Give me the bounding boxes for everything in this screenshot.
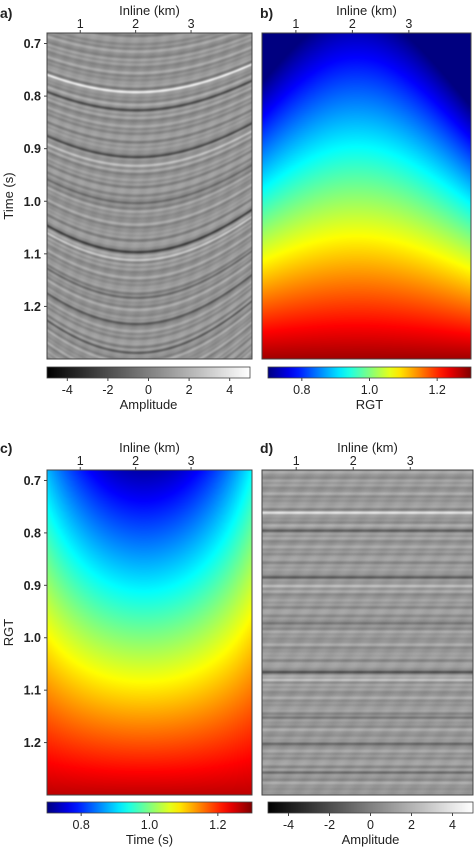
colorbar-tick-label-a-2: 0: [145, 383, 152, 397]
x-tick-label-c-0: 1: [77, 454, 84, 468]
colorbar-tick-label-d-3: 2: [408, 818, 415, 832]
rgt-image-b: [262, 33, 471, 359]
panel-label-a: a): [0, 5, 12, 21]
plot-frame-c: [46, 469, 253, 796]
y-tick-label-a-0: 0.7: [24, 37, 41, 51]
colorbar-tick-label-b-2: 1.2: [428, 383, 445, 397]
y-tick-label-c-2: 0.9: [24, 579, 41, 593]
x-axis-label-a: Inline (km): [119, 3, 180, 18]
y-axis-label-c: RGT: [1, 619, 16, 647]
x-tick-label-d-1: 2: [350, 454, 357, 468]
colorbar-tick-label-a-3: 2: [186, 383, 193, 397]
x-tick-label-b-1: 2: [349, 17, 356, 31]
colorbar-tick-label-c-1: 1.0: [141, 818, 158, 832]
colorbar-c: [46, 801, 253, 814]
colorbar-tick-label-d-2: 0: [367, 818, 374, 832]
y-tick-label-a-1: 0.8: [24, 90, 41, 104]
x-tick-label-d-2: 3: [407, 454, 414, 468]
x-tick-label-a-0: 1: [77, 17, 84, 31]
seismic-image-a: [47, 33, 252, 359]
x-axis-label-d: Inline (km): [337, 440, 398, 455]
colorbar-tick-label-d-4: 4: [449, 818, 456, 832]
colorbar-tick-label-b-1: 1.0: [361, 383, 378, 397]
y-tick-label-c-4: 1.1: [24, 684, 41, 698]
y-tick-label-c-3: 1.0: [24, 631, 41, 645]
panel-label-c: c): [0, 440, 12, 456]
panel-b: b) Inline (km) 1 2 3 0.8 1.0 1.2 RGT: [260, 3, 472, 412]
y-tick-label-c-0: 0.7: [24, 474, 41, 488]
panel-a: a) Inline (km) 1 2 3 0.7 0.8 0.9 1.0 1.1 1.2 Time (…: [0, 3, 253, 412]
x-axis-label-c: Inline (km): [119, 440, 180, 455]
colorbar-a: [46, 366, 251, 379]
panel-d: d) Inline (km) 1 2 3 -4 -2 0 2 4 Amplitude: [260, 440, 474, 847]
colorbar-b: [267, 366, 472, 379]
y-tick-label-a-5: 1.2: [24, 300, 41, 314]
x-tick-label-b-2: 3: [405, 17, 412, 31]
colorbar-tick-label-a-1: -2: [102, 383, 113, 397]
plot-frame-b: [261, 32, 472, 360]
colorbar-tick-label-a-0: -4: [62, 383, 73, 397]
colorbar-tick-label-d-1: -2: [324, 818, 335, 832]
time-image-c: [47, 470, 252, 795]
seismic-image-d: [262, 470, 473, 795]
y-tick-label-a-2: 0.9: [24, 142, 41, 156]
y-tick-label-a-3: 1.0: [24, 195, 41, 209]
plot-frame-d: [261, 469, 474, 796]
y-tick-label-c-1: 0.8: [24, 526, 41, 540]
colorbar-tick-label-a-4: 4: [226, 383, 233, 397]
colorbar-tick-label-c-0: 0.8: [72, 818, 89, 832]
x-axis-label-b: Inline (km): [336, 3, 397, 18]
colorbar-label-d: Amplitude: [342, 832, 400, 847]
panel-label-d: d): [260, 440, 273, 456]
x-tick-label-a-2: 3: [188, 17, 195, 31]
colorbar-label-c: Time (s): [126, 832, 173, 847]
y-tick-label-a-4: 1.1: [24, 247, 41, 261]
panel-c: c) Inline (km) 1 2 3 0.7 0.8 0.9 1.0 1.1 1.2 RGT 0.8…: [0, 440, 253, 847]
y-axis-label-a: Time (s): [1, 172, 16, 219]
colorbar-d: [267, 801, 474, 814]
panel-label-b: b): [260, 5, 273, 21]
colorbar-label-a: Amplitude: [120, 397, 178, 412]
colorbar-tick-label-c-2: 1.2: [209, 818, 226, 832]
x-tick-label-b-0: 1: [292, 17, 299, 31]
colorbar-tick-label-b-0: 0.8: [293, 383, 310, 397]
colorbar-label-b: RGT: [356, 397, 384, 412]
x-tick-label-c-1: 2: [132, 454, 139, 468]
x-tick-label-d-0: 1: [293, 454, 300, 468]
plot-frame-a: [46, 32, 253, 360]
colorbar-tick-label-d-0: -4: [283, 818, 294, 832]
x-tick-label-c-2: 3: [188, 454, 195, 468]
x-tick-label-a-1: 2: [132, 17, 139, 31]
y-tick-label-c-5: 1.2: [24, 736, 41, 750]
